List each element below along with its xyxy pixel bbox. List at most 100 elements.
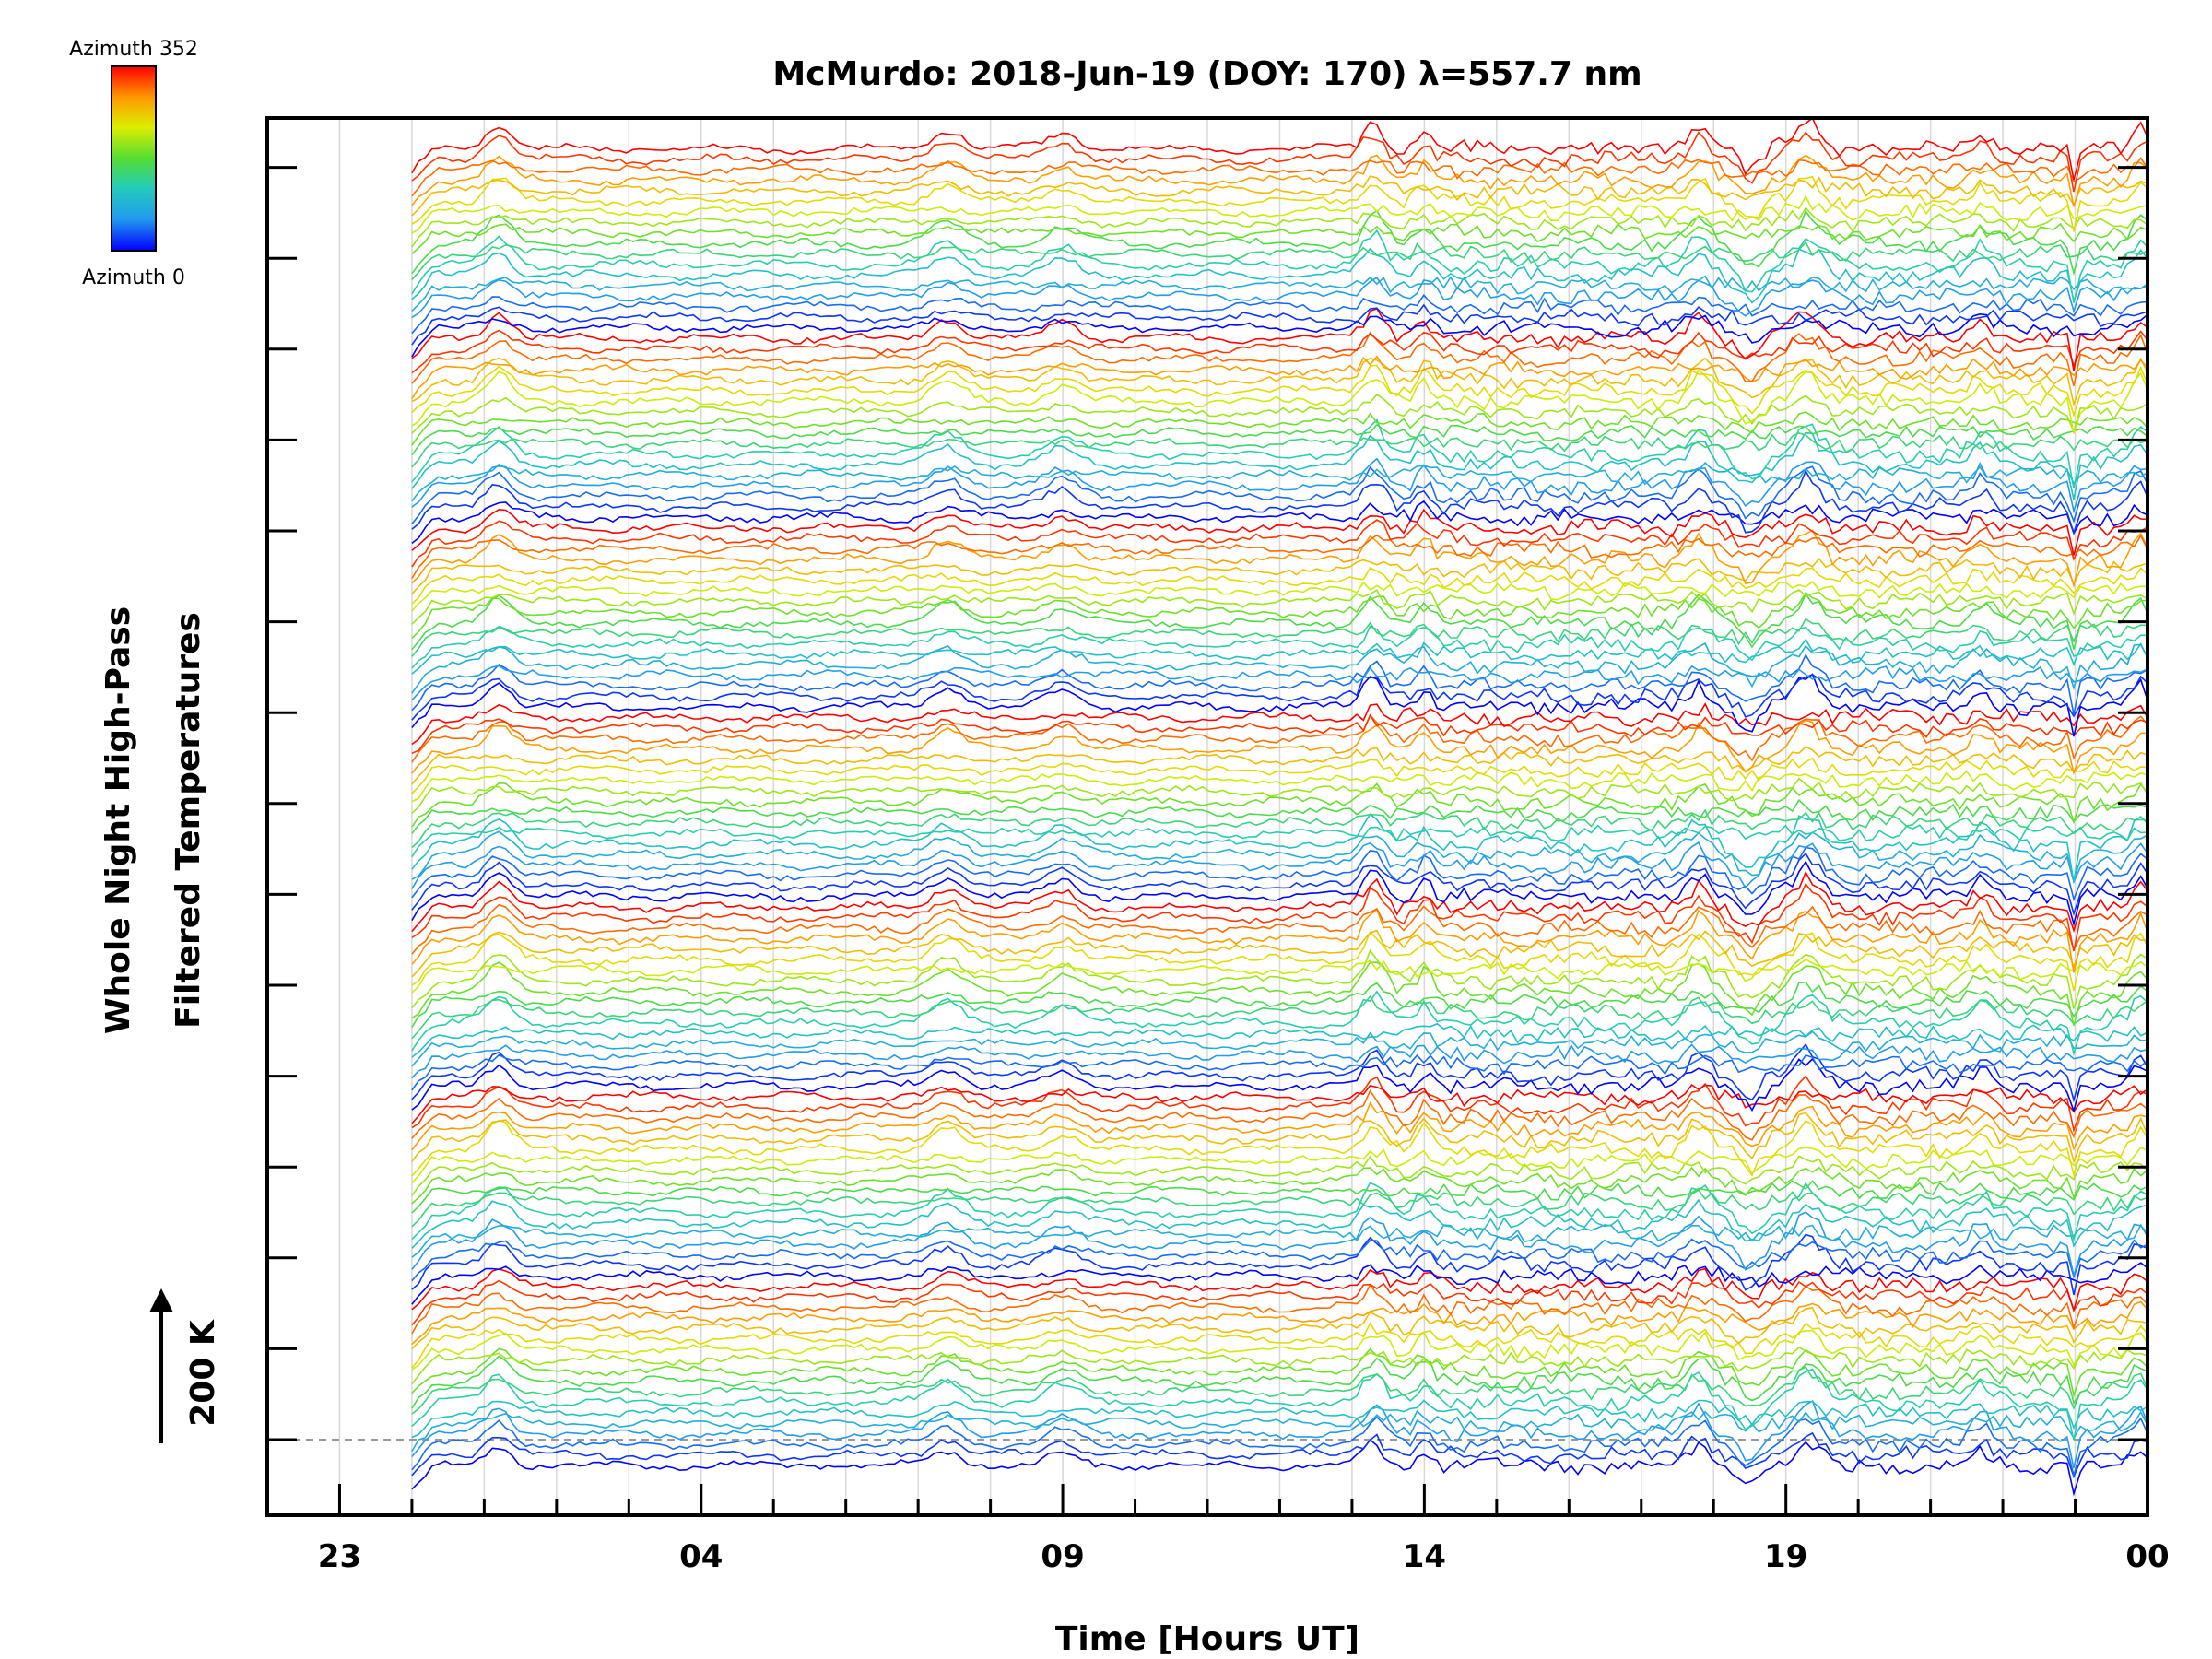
series-line [411,1057,2147,1113]
x-tick-label-04: 04 [679,1538,723,1575]
series-line [411,1283,2147,1335]
series-line [411,131,2147,193]
series-line [411,431,2147,500]
series-line [411,1306,2147,1350]
series-line [411,674,2147,721]
series-line [411,1119,2147,1178]
series-line [411,1189,2147,1228]
series-line [411,665,2147,701]
series-line [411,589,2147,625]
series-line [411,653,2147,715]
series-line [411,194,2147,234]
series-line [411,958,2147,994]
series-line [411,1146,2147,1184]
y-ticks [267,166,2147,1441]
series-line [411,1084,2147,1124]
series-line [411,1053,2147,1091]
series-line [411,1042,2147,1103]
series-line [411,841,2147,889]
series-line [411,1329,2147,1371]
series-line [411,846,2147,902]
series-line [411,852,2147,917]
series-line [411,1223,2147,1258]
series-line [411,777,2147,814]
series-line [411,357,2147,407]
series-line [411,860,2147,927]
series-group [411,118,2147,1497]
series-line [411,1043,2147,1079]
series-line [411,1155,2147,1196]
series-line [411,1180,2147,1214]
series-line [411,154,2147,207]
series-line [411,229,2147,303]
series-line [411,1347,2147,1398]
series-line [411,457,2147,514]
series-line [411,961,2147,1026]
series-line [411,293,2147,335]
series-line [411,469,2147,535]
series-line [411,757,2147,794]
series-line [411,461,2147,502]
series-line [411,990,2147,1057]
series-line [411,625,2147,669]
series-line [411,500,2147,545]
series-line [411,508,2147,556]
series-line [411,1182,2147,1242]
series-line [411,275,2147,312]
x-ticks [265,1484,2149,1515]
series-line [411,1101,2147,1151]
series-line [411,618,2147,657]
series-line [411,746,2147,785]
series-line [411,782,2147,828]
series-line [411,331,2147,386]
series-line [411,1233,2147,1296]
series-line [411,118,2147,181]
y-axis-label-line2: Filtered Temperatures [170,612,207,1029]
series-line [411,930,2147,992]
series-line [411,175,2147,232]
series-line [411,418,2147,488]
series-line [411,1198,2147,1249]
series-line [411,567,2147,605]
chart-title: McMurdo: 2018-Jun-19 (DOY: 170) λ=557.7 … [772,55,1641,93]
series-line [411,1238,2147,1282]
series-line [411,209,2147,276]
series-line [411,1355,2147,1409]
series-line [411,1112,2147,1164]
series-line [411,1075,2147,1134]
series-line [411,798,2147,834]
series-line [411,1300,2147,1346]
series-line [411,824,2147,858]
series-line [411,1399,2147,1469]
x-tick-label-14: 14 [1403,1538,1446,1575]
series-line [411,903,2147,955]
y-axis-label-line1: Whole Night High-Pass [100,606,137,1034]
x-tick-label-23: 23 [318,1538,361,1575]
series-line [411,981,2147,1029]
series-line [411,558,2147,594]
series-line [411,994,2147,1040]
series-line [411,534,2147,579]
series-line [411,312,2147,358]
series-line [411,908,2147,973]
series-line [411,673,2147,737]
series-line [411,638,2147,675]
series-line [411,308,2147,371]
series-line [411,1322,2147,1369]
series-line [411,1409,2147,1453]
series-line [411,394,2147,434]
series-line [411,813,2147,882]
series-line [411,1279,2147,1326]
series-line [411,206,2147,248]
x-axis-label: Time [Hours UT] [1055,1620,1359,1658]
scale-arrow [149,1288,173,1443]
x-tick-label-09: 09 [1041,1538,1084,1575]
series-line [411,276,2147,319]
series-line [411,713,2147,754]
series-line [411,713,2147,763]
series-line [411,870,2147,933]
series-line [411,948,2147,1009]
series-line [411,364,2147,418]
series-line [411,303,2147,346]
series-line [411,1030,2147,1067]
